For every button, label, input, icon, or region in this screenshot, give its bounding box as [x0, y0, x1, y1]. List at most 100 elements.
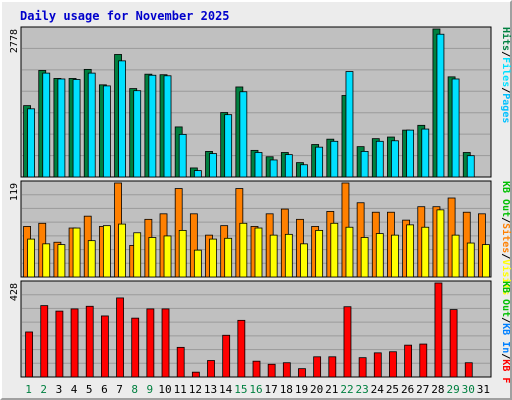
bar-files-day-2 [42, 72, 51, 178]
panel-visits: 119 KB Out/Sites/Visits [9, 180, 512, 295]
bar-kb-f-day-21 [328, 356, 337, 378]
x-tick-label-day-6: 6 [101, 383, 108, 396]
bar-files-day-19 [300, 164, 308, 178]
bar-kb-f-day-16 [252, 360, 261, 378]
bar-kb-f-day-3 [55, 310, 64, 378]
bar-files-day-13 [209, 153, 217, 178]
bar-kb-f-day-9 [146, 308, 155, 378]
x-tick-label-day-2: 2 [40, 383, 47, 396]
bar-files-day-7 [118, 60, 126, 178]
bar-files-day-14 [224, 114, 233, 178]
x-tick-label-day-21: 21 [325, 383, 338, 396]
bar-kb-f-day-11 [176, 346, 185, 378]
x-tick-label-day-30: 30 [462, 383, 475, 396]
bar-visits-day-14 [224, 237, 233, 278]
x-tick-label-day-10: 10 [158, 383, 171, 396]
bar-visits-day-24 [375, 233, 384, 278]
bar-files-day-24 [375, 140, 384, 178]
bar-visits-day-15 [239, 222, 248, 278]
bar-files-day-20 [315, 146, 324, 178]
bar-visits-day-16 [254, 227, 263, 278]
x-tick-label-day-17: 17 [265, 383, 278, 396]
bar-kb-f-day-29 [449, 309, 458, 378]
bar-files-day-10 [163, 75, 172, 178]
x-tick-label-day-31: 31 [477, 383, 490, 396]
y-max-label-kbytes: 428 [9, 283, 20, 301]
bar-visits-day-5 [87, 240, 96, 278]
bar-kb-f-day-25 [389, 351, 397, 378]
x-tick-label-day-4: 4 [71, 383, 78, 396]
x-tick-label-day-15: 15 [234, 383, 247, 396]
bar-kb-f-day-27 [419, 343, 428, 378]
bar-visits-day-21 [330, 222, 339, 278]
bar-visits-day-18 [284, 233, 293, 278]
bar-kb-f-day-24 [373, 352, 382, 378]
bar-files-day-16 [254, 152, 263, 178]
panel-hits: 2778 Hits/Files/Pages [9, 26, 512, 178]
bar-kb-f-day-15 [237, 319, 246, 378]
legend-separator: / [500, 217, 511, 223]
bar-files-day-6 [102, 85, 111, 178]
bar-visits-day-10 [163, 235, 172, 278]
x-tick-label-day-24: 24 [371, 383, 385, 396]
bar-kb-f-day-5 [85, 305, 94, 378]
bar-kb-f-day-19 [298, 368, 306, 378]
bar-visits-day-27 [421, 226, 430, 278]
x-tick-label-day-20: 20 [310, 383, 323, 396]
bar-visits-day-19 [300, 243, 308, 278]
legend-item-pages: Pages [500, 93, 511, 123]
y-max-label-visits: 119 [9, 183, 20, 201]
legend-item-hits: Hits [500, 27, 512, 51]
bar-files-day-3 [57, 78, 66, 178]
bar-files-day-18 [284, 154, 293, 178]
bar-kb-f-day-26 [404, 344, 413, 378]
bar-visits-day-17 [269, 234, 278, 278]
chart-title: Daily usage for November 2025 [20, 9, 230, 23]
bar-kb-f-day-23 [358, 357, 367, 378]
bar-visits-day-31 [482, 244, 490, 278]
bar-files-day-29 [451, 78, 460, 178]
x-tick-label-day-25: 25 [386, 383, 399, 396]
legend-kbytes: KB Out/KB In/KB F [500, 281, 511, 383]
bar-visits-day-30 [466, 242, 475, 278]
legend-separator: / [500, 253, 511, 259]
bar-files-day-5 [87, 72, 96, 178]
bar-files-day-28 [436, 33, 445, 178]
bar-files-day-17 [269, 159, 278, 178]
bar-visits-day-3 [57, 244, 66, 278]
x-tick-label-day-5: 5 [86, 383, 93, 396]
x-tick-label-day-7: 7 [116, 383, 123, 396]
bar-files-day-22 [345, 71, 354, 178]
x-tick-label-day-28: 28 [431, 383, 444, 396]
legend-separator: / [500, 317, 511, 323]
x-tick-label-day-26: 26 [401, 383, 414, 396]
x-tick-label-day-18: 18 [280, 383, 293, 396]
x-tick-label-day-12: 12 [189, 383, 202, 396]
panel-kbytes: 428 KB Out/KB In/KB F [9, 280, 511, 383]
legend-separator: / [500, 353, 511, 359]
bar-files-day-26 [406, 129, 415, 178]
bar-kb-f-day-10 [161, 308, 170, 378]
legend-item-sites: Sites [500, 223, 512, 253]
bar-files-day-15 [239, 91, 248, 178]
bar-visits-day-25 [391, 234, 399, 278]
bar-visits-day-6 [102, 225, 111, 278]
bar-files-day-21 [330, 140, 339, 178]
legend-item-kb-out: KB Out [500, 181, 511, 217]
bar-files-day-4 [72, 79, 81, 178]
x-tick-label-day-9: 9 [147, 383, 154, 396]
bar-visits-day-12 [193, 249, 202, 278]
bar-visits-day-7 [118, 223, 126, 278]
bar-kb-f-day-17 [267, 363, 276, 378]
bar-visits-day-9 [148, 237, 157, 278]
y-max-label-hits: 2778 [9, 29, 20, 53]
bar-visits-day-11 [178, 229, 187, 278]
bar-kb-f-day-22 [343, 306, 352, 378]
bar-files-day-11 [178, 133, 187, 178]
bar-files-day-12 [193, 170, 202, 178]
bar-visits-day-2 [42, 243, 51, 278]
bar-files-day-30 [466, 155, 475, 178]
legend-item-visits: Visits [500, 259, 512, 295]
bar-kb-f-day-14 [222, 334, 231, 378]
